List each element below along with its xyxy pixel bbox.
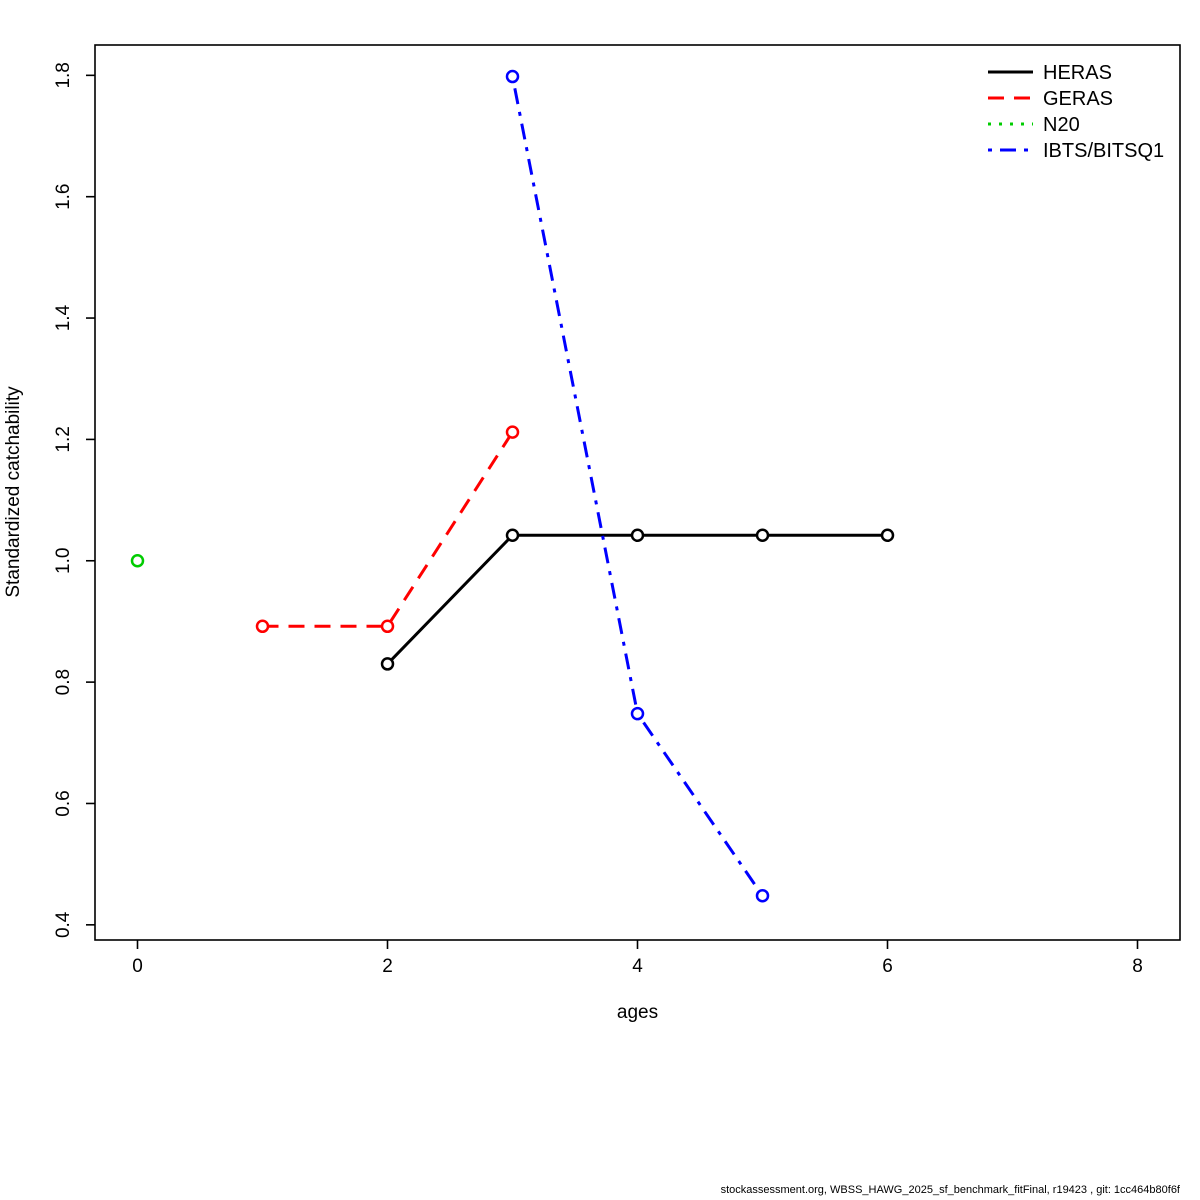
footer-text: stockassessment.org, WBSS_HAWG_2025_sf_b… [720,1184,1180,1196]
data-point-marker [505,528,520,543]
data-point-marker [130,554,145,568]
y-tick-label: 1.2 [53,426,74,452]
data-point-marker [505,425,520,439]
y-tick-label: 0.8 [53,669,74,695]
y-tick-label: 0.6 [53,790,74,816]
y-tick-label: 0.4 [53,911,74,938]
series-line-geras [262,431,514,628]
series-line-ibts-bitsq1 [511,76,764,897]
plot-border [94,44,1181,941]
legend-label: HERAS [1043,62,1112,84]
legend-label: IBTS/BITSQ1 [1043,140,1164,162]
data-point-marker [255,619,270,634]
y-tick-label: 1.0 [53,548,74,574]
legend-label: GERAS [1043,88,1113,110]
series-line-heras [386,533,888,665]
x-tick-label: 8 [1132,956,1143,977]
data-point-marker [630,706,645,721]
y-tick-label: 1.8 [53,62,74,88]
data-point-marker [755,528,770,543]
x-tick-label: 0 [132,956,143,977]
y-tick-label: 1.4 [53,304,74,331]
data-point-marker [880,528,895,543]
y-tick-label: 1.6 [53,183,74,209]
x-tick-label: 4 [632,956,643,977]
data-point-marker [380,619,395,634]
data-point-marker [380,657,395,671]
data-point-marker [505,69,520,84]
x-axis-label: ages [616,1002,659,1023]
data-point-marker [755,888,770,903]
y-axis-label: Standardized catchability [3,386,24,598]
legend-label: N20 [1043,114,1080,136]
x-tick-label: 2 [382,956,393,977]
data-point-marker [630,528,645,543]
x-tick-label: 6 [882,956,893,977]
